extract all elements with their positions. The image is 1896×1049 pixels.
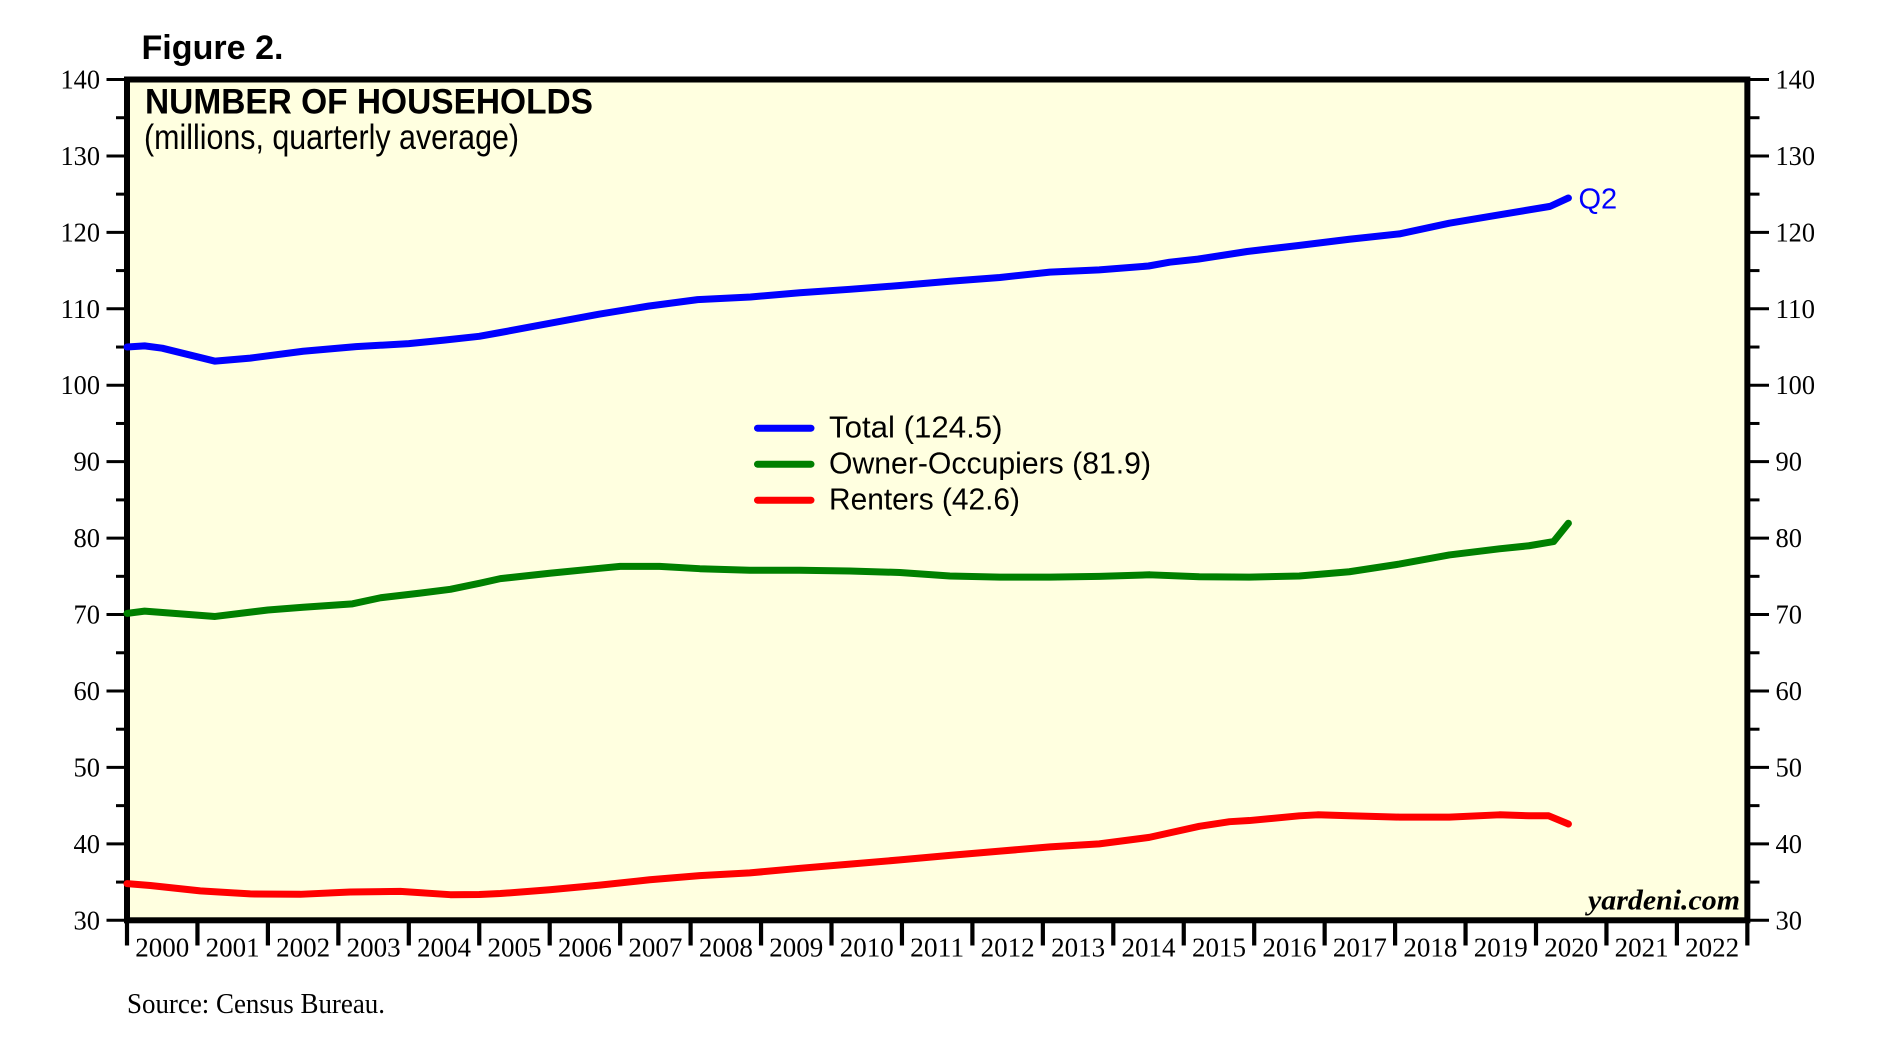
svg-text:Total (124.5): Total (124.5) bbox=[829, 410, 1003, 445]
svg-text:80: 80 bbox=[1776, 523, 1803, 553]
svg-text:2005: 2005 bbox=[487, 933, 541, 963]
svg-text:2009: 2009 bbox=[769, 933, 823, 963]
svg-text:2019: 2019 bbox=[1474, 933, 1528, 963]
svg-text:60: 60 bbox=[74, 676, 101, 706]
svg-text:120: 120 bbox=[61, 217, 101, 247]
svg-text:110: 110 bbox=[61, 294, 101, 324]
svg-text:130: 130 bbox=[61, 141, 101, 171]
svg-text:40: 40 bbox=[1776, 829, 1803, 859]
svg-text:60: 60 bbox=[1776, 676, 1803, 706]
svg-text:2022: 2022 bbox=[1685, 933, 1739, 963]
svg-text:2017: 2017 bbox=[1333, 933, 1387, 963]
svg-text:40: 40 bbox=[74, 829, 101, 859]
svg-text:2012: 2012 bbox=[981, 933, 1035, 963]
svg-text:2004: 2004 bbox=[417, 933, 472, 963]
svg-text:2016: 2016 bbox=[1262, 933, 1316, 963]
svg-text:50: 50 bbox=[1776, 752, 1803, 782]
svg-text:2003: 2003 bbox=[347, 933, 401, 963]
svg-text:2001: 2001 bbox=[206, 933, 260, 963]
svg-text:Owner-Occupiers (81.9): Owner-Occupiers (81.9) bbox=[829, 446, 1151, 481]
svg-text:Renters (42.6): Renters (42.6) bbox=[829, 482, 1020, 517]
svg-text:50: 50 bbox=[74, 752, 101, 782]
svg-text:70: 70 bbox=[1776, 600, 1803, 630]
svg-text:2021: 2021 bbox=[1615, 933, 1669, 963]
svg-text:140: 140 bbox=[1776, 65, 1816, 95]
svg-text:2000: 2000 bbox=[135, 933, 189, 963]
svg-text:(millions, quarterly average): (millions, quarterly average) bbox=[144, 117, 519, 157]
svg-text:120: 120 bbox=[1776, 217, 1816, 247]
svg-text:2010: 2010 bbox=[840, 933, 894, 963]
svg-text:90: 90 bbox=[74, 447, 101, 477]
svg-text:100: 100 bbox=[61, 370, 101, 400]
svg-text:NUMBER OF HOUSEHOLDS: NUMBER OF HOUSEHOLDS bbox=[145, 82, 593, 122]
svg-text:yardeni.com: yardeni.com bbox=[1585, 885, 1740, 917]
svg-text:130: 130 bbox=[1776, 141, 1816, 171]
svg-text:90: 90 bbox=[1776, 447, 1803, 477]
svg-text:Source: Census Bureau.: Source: Census Bureau. bbox=[127, 988, 385, 1020]
svg-text:30: 30 bbox=[1776, 905, 1803, 935]
svg-text:2018: 2018 bbox=[1403, 933, 1457, 963]
svg-text:2008: 2008 bbox=[699, 933, 753, 963]
svg-text:80: 80 bbox=[74, 523, 101, 553]
svg-text:100: 100 bbox=[1776, 370, 1816, 400]
svg-text:2007: 2007 bbox=[628, 933, 682, 963]
svg-text:2002: 2002 bbox=[276, 933, 330, 963]
svg-text:Figure 2.: Figure 2. bbox=[142, 29, 284, 67]
svg-text:2014: 2014 bbox=[1122, 933, 1177, 963]
svg-text:2011: 2011 bbox=[910, 933, 964, 963]
svg-text:2015: 2015 bbox=[1192, 933, 1246, 963]
svg-text:30: 30 bbox=[74, 905, 101, 935]
svg-text:70: 70 bbox=[74, 600, 101, 630]
svg-text:2006: 2006 bbox=[558, 933, 612, 963]
svg-text:2013: 2013 bbox=[1051, 933, 1105, 963]
svg-text:2020: 2020 bbox=[1544, 933, 1598, 963]
svg-text:110: 110 bbox=[1776, 294, 1816, 324]
svg-text:Q2: Q2 bbox=[1579, 184, 1618, 216]
svg-text:140: 140 bbox=[61, 65, 101, 95]
